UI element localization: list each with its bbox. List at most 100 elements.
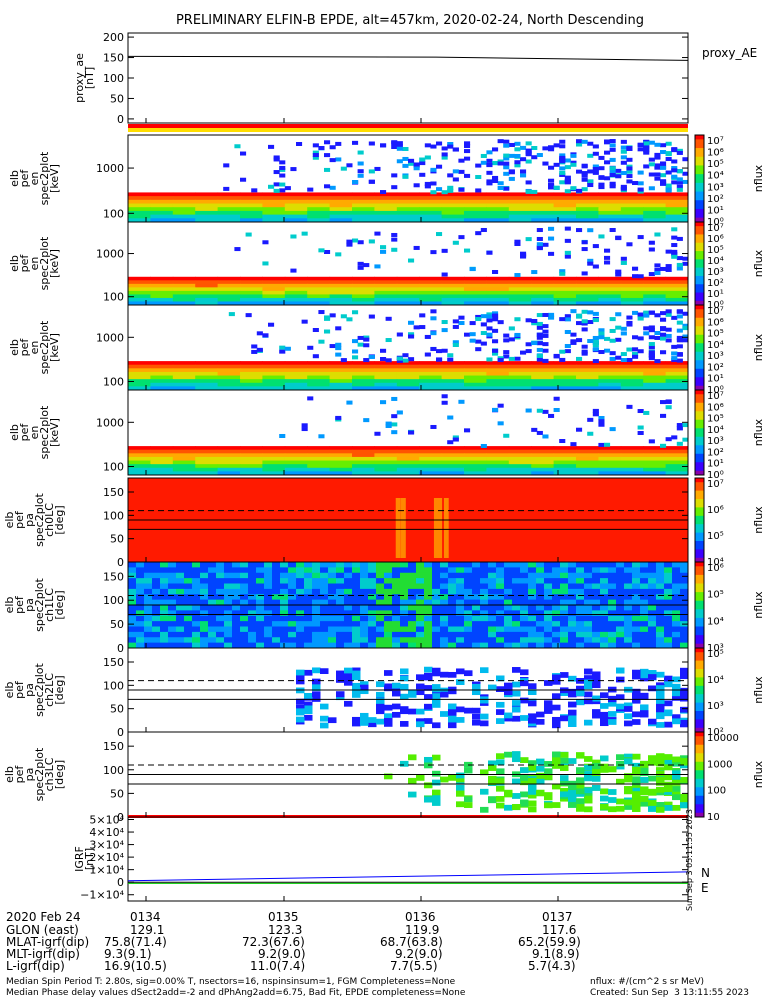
pitch-angle-cell	[128, 605, 137, 611]
pitch-angle-cell	[232, 567, 241, 574]
pitch-angle-cell	[672, 610, 681, 617]
pitch-angle-cell	[144, 578, 153, 584]
pitch-angle-cell	[480, 578, 489, 584]
spectrogram-cell	[643, 464, 667, 469]
spectrogram-cell	[172, 297, 196, 302]
pitch-angle-cell	[304, 705, 313, 712]
pitch-angle-cell	[536, 610, 545, 617]
spectrogram-cell	[531, 199, 555, 205]
pitch-angle-cell	[648, 631, 657, 638]
spectrogram-cell	[396, 382, 420, 387]
spectrogram-cell	[682, 437, 689, 442]
colorbar-band	[695, 624, 704, 627]
spectrogram-cell	[436, 232, 443, 237]
spectrogram-cell	[318, 339, 325, 344]
spectrogram-cell	[497, 403, 504, 408]
y-axis-label: [deg]	[53, 675, 66, 704]
y-tick-label: 150	[103, 486, 124, 499]
spectrogram-cell	[598, 182, 605, 187]
spectrogram-cell	[195, 471, 219, 476]
colorbar-band	[695, 472, 704, 476]
spectrogram-cell	[514, 273, 521, 278]
y-axis-label: pa	[23, 768, 36, 782]
pitch-angle-cell	[536, 594, 545, 601]
colorbar-band	[695, 343, 704, 346]
spectrogram-cell	[486, 312, 493, 317]
pitch-angle-cell	[624, 626, 633, 633]
spectrogram-cell	[396, 471, 420, 476]
spectrogram-cell	[195, 214, 219, 219]
spectrogram-cell	[548, 145, 555, 150]
spectrogram-cell	[587, 320, 594, 325]
pitch-angle-cell	[672, 773, 681, 780]
colorbar-band	[695, 746, 704, 750]
spectrogram-cell	[352, 368, 375, 373]
colorbar-band	[695, 579, 704, 582]
spectrogram-cell	[486, 386, 510, 391]
colorbar-band	[695, 641, 704, 645]
spectrogram-cell	[413, 245, 420, 250]
y-axis-label: spec2plot	[38, 151, 51, 205]
spectrogram-cell	[553, 207, 577, 212]
spectrogram-cell	[374, 375, 398, 380]
pitch-angle-cell	[400, 683, 409, 690]
pitch-angle-cell	[240, 567, 249, 574]
spectrogram-cell	[352, 196, 375, 201]
pitch-angle-cell	[136, 599, 145, 606]
pitch-angle-cell	[608, 789, 617, 795]
spectrogram-cell	[436, 357, 443, 362]
spectrogram-cell	[475, 163, 482, 168]
spectrogram-cell	[419, 297, 443, 302]
pitch-angle-cell	[128, 572, 137, 579]
pitch-angle-cell	[664, 764, 673, 771]
spectrogram-cell	[284, 471, 308, 476]
colorbar-band	[695, 377, 704, 380]
pitch-angle-cell	[680, 631, 689, 638]
spectrogram-cell	[262, 382, 286, 387]
pitch-angle-cell	[296, 572, 305, 579]
pitch-angle-cell	[504, 572, 513, 579]
colorbar-tick-label: 10⁷	[707, 479, 724, 490]
spectrogram-cell	[486, 210, 510, 216]
pitch-angle-cell	[304, 572, 313, 579]
y-axis-label: ch2LC	[43, 673, 56, 707]
spectrogram-cell	[396, 144, 403, 149]
colorbar-tick-label: 10⁴	[707, 425, 724, 436]
spectrogram-cell	[352, 283, 375, 288]
spectrogram-cell	[452, 437, 459, 442]
spectrogram-cell	[374, 379, 398, 384]
spectrogram-cell	[374, 287, 398, 292]
pitch-angle-cell	[160, 578, 169, 584]
pitch-angle-cell	[440, 691, 449, 698]
spectrogram-cell	[682, 179, 689, 184]
pitch-angle-cell	[600, 610, 609, 617]
y-tick-label: 1000	[96, 248, 124, 261]
pitch-angle-cell	[408, 615, 417, 622]
pitch-angle-cell	[416, 599, 425, 606]
spectrogram-cell	[419, 283, 443, 288]
pitch-angle-cell	[504, 610, 513, 617]
pitch-angle-cell	[568, 721, 577, 727]
spectrogram-cell	[559, 144, 566, 149]
pitch-angle-cell	[576, 594, 585, 601]
spectrogram-cell	[217, 283, 241, 288]
pitch-angle-cell	[256, 578, 265, 584]
pitch-angle-cell	[408, 578, 417, 584]
spectrogram-cell	[531, 386, 555, 391]
pitch-angle-cell	[552, 678, 561, 685]
pitch-angle-cell	[632, 567, 641, 574]
pitch-angle-cell	[272, 578, 281, 584]
spectrogram-cell	[464, 301, 487, 306]
spectrogram-cell	[665, 338, 672, 343]
pitch-angle-cell	[368, 567, 377, 574]
pitch-angle-cell	[576, 621, 585, 627]
spectrogram-cell	[374, 364, 398, 369]
spectrogram-cell	[447, 188, 454, 193]
pitch-angle-cell	[608, 766, 617, 773]
spectrogram-cell	[357, 150, 364, 155]
spectrogram-cell	[620, 456, 644, 462]
spectrogram-cell	[464, 453, 487, 458]
pitch-angle-cell	[496, 631, 505, 638]
pitch-angle-cell	[632, 599, 641, 606]
spectrogram-cell	[240, 283, 263, 288]
